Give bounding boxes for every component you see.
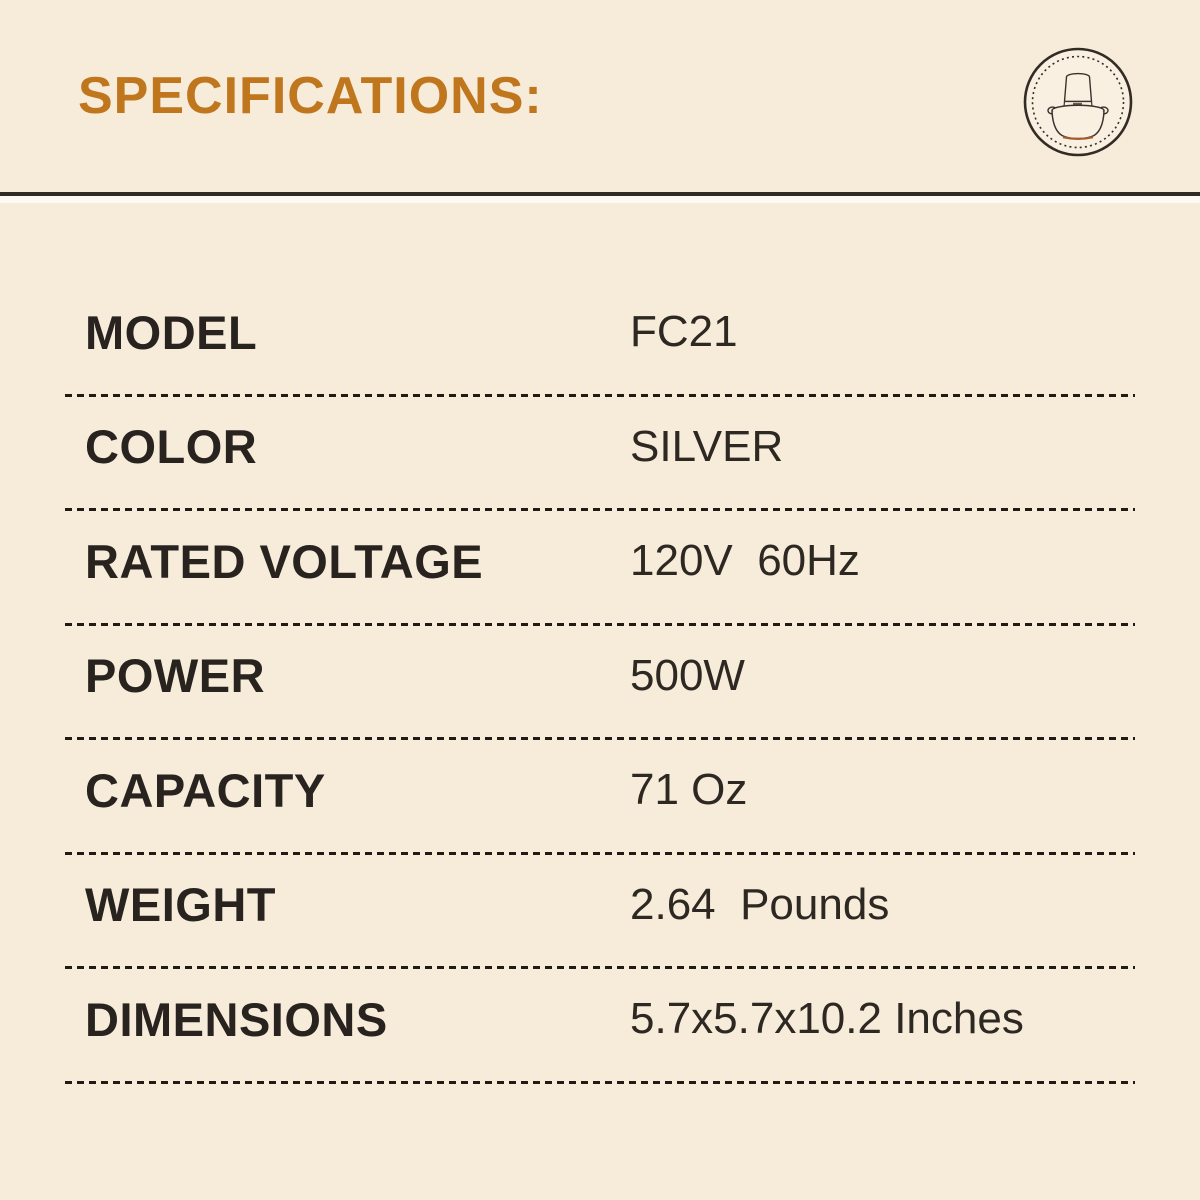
- spec-value: 2.64 Pounds: [630, 879, 890, 929]
- spec-label: MODEL: [85, 305, 258, 359]
- spec-label: CAPACITY: [85, 763, 326, 817]
- spec-value: 500W: [630, 650, 745, 700]
- spec-row-model: MODEL FC21: [65, 282, 1135, 397]
- spec-row-dimensions: DIMENSIONS 5.7x5.7x10.2 Inches: [65, 969, 1135, 1084]
- page-title: SPECIFICATIONS:: [78, 67, 543, 125]
- spec-value: SILVER: [630, 421, 784, 471]
- spec-label: WEIGHT: [85, 878, 276, 932]
- spec-value: 71 Oz: [630, 765, 748, 815]
- spec-label: DIMENSIONS: [85, 992, 388, 1046]
- spec-value: 5.7x5.7x10.2 Inches: [630, 994, 1024, 1044]
- spec-label: COLOR: [85, 420, 258, 474]
- spec-label: RATED VOLTAGE: [85, 534, 484, 588]
- food-chopper-icon: [1022, 46, 1134, 158]
- spec-row-rated-voltage: RATED VOLTAGE 120V 60Hz: [65, 511, 1135, 626]
- spec-label: POWER: [85, 649, 266, 703]
- spec-table: MODEL FC21 COLOR SILVER RATED VOLTAGE 12…: [65, 282, 1135, 1084]
- spec-row-power: POWER 500W: [65, 625, 1135, 740]
- header: SPECIFICATIONS:: [0, 0, 1200, 196]
- spec-row-weight: WEIGHT 2.64 Pounds: [65, 854, 1135, 969]
- spec-row-capacity: CAPACITY 71 Oz: [65, 740, 1135, 855]
- spec-value: 120V 60Hz: [630, 536, 860, 586]
- spec-row-color: COLOR SILVER: [65, 396, 1135, 511]
- spec-value: FC21: [630, 307, 738, 357]
